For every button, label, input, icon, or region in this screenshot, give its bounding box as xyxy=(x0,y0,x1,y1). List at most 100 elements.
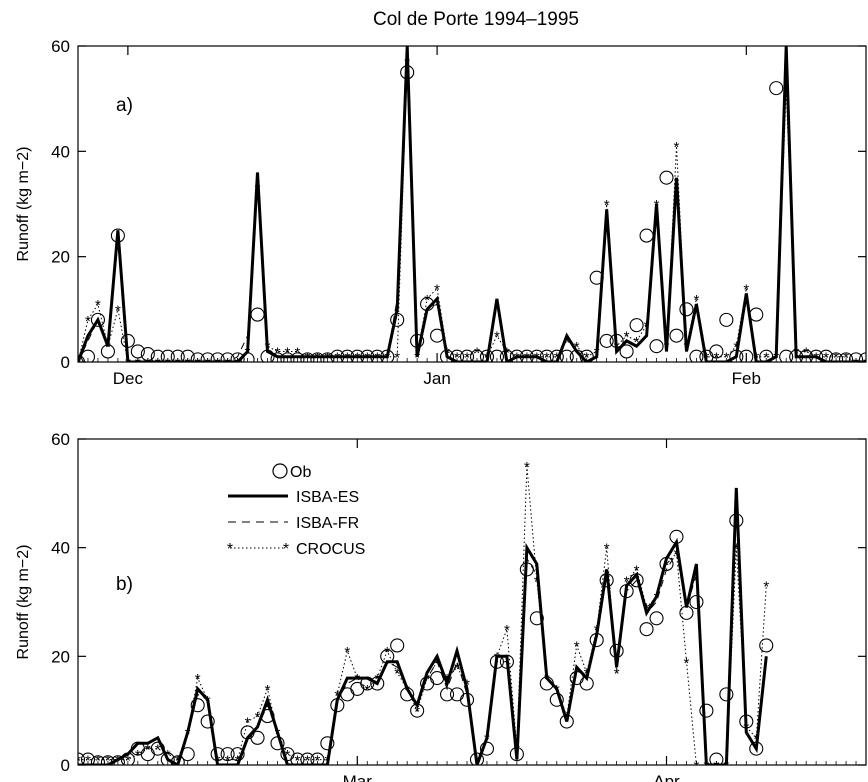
star-crocus-a-29: * xyxy=(364,350,370,367)
point-ob-a-20 xyxy=(270,352,285,362)
star-crocus-a-48: * xyxy=(554,350,560,367)
series-crocus-a: ****** * * * * * * * * * * **** * * * * * * * * * * * * ****** * *… xyxy=(78,55,868,372)
star-crocus-a-77: * xyxy=(843,350,849,367)
star-crocus-b-3: * xyxy=(105,753,111,770)
point-ob-a-60 xyxy=(669,328,684,343)
y-tick-label-a-2: 40 xyxy=(51,142,70,161)
point-ob-a-18 xyxy=(250,307,265,322)
point-ob-a-14 xyxy=(210,352,225,362)
legend-star-right: * xyxy=(283,541,289,558)
x-tick-label-a-2: Feb xyxy=(732,369,761,388)
point-ob-a-8 xyxy=(150,349,165,362)
star-crocus-a-62: * xyxy=(694,292,700,309)
point-ob-b-57 xyxy=(639,622,654,637)
star-crocus-b-18: * xyxy=(255,709,261,726)
line-isba-es-b xyxy=(78,487,768,765)
y-tick-label-a-3: 60 xyxy=(51,37,70,56)
star-crocus-a-79: * xyxy=(863,355,868,372)
star-crocus-b-69: * xyxy=(763,579,769,596)
star-crocus-a-56: * xyxy=(634,334,640,351)
panel-a-label: a) xyxy=(116,95,133,116)
point-ob-a-15 xyxy=(220,352,235,362)
panel-a-ylabel: Runoff (kg m−2) xyxy=(15,147,32,262)
star-crocus-a-2: * xyxy=(95,297,101,314)
star-crocus-b-11: * xyxy=(185,725,191,742)
point-ob-a-39 xyxy=(459,349,475,362)
point-ob-a-77 xyxy=(839,352,854,362)
star-crocus-b-42: * xyxy=(494,649,500,666)
point-ob-b-16 xyxy=(230,747,245,762)
star-crocus-b-39: * xyxy=(464,677,470,694)
star-crocus-b-25: * xyxy=(324,753,330,770)
point-ob-a-57 xyxy=(639,228,654,243)
point-ob-a-71 xyxy=(779,349,794,362)
star-crocus-a-36: * xyxy=(434,281,440,298)
star-crocus-b-9: * xyxy=(165,747,171,764)
line-crocus-b xyxy=(78,466,767,765)
point-ob-a-59 xyxy=(659,170,674,185)
star-crocus-a-47: * xyxy=(544,350,550,367)
star-crocus-b-23: * xyxy=(304,753,310,770)
star-crocus-b-15: * xyxy=(225,753,231,770)
point-ob-b-69 xyxy=(759,638,774,653)
star-crocus-a-9: * xyxy=(165,355,171,372)
star-crocus-b-38: * xyxy=(454,660,460,677)
point-ob-b-24 xyxy=(310,752,325,765)
star-crocus-b-41: * xyxy=(484,731,490,748)
point-ob-b-62 xyxy=(689,594,704,610)
line-isba-fr-b xyxy=(78,498,767,765)
point-ob-b-58 xyxy=(649,611,664,626)
line-crocus-a xyxy=(78,61,866,362)
star-crocus-a-21: * xyxy=(285,344,291,361)
point-ob-a-56 xyxy=(629,318,644,333)
panel-b-ylabel: Runoff (kg m−2) xyxy=(15,545,32,660)
point-ob-b-0 xyxy=(78,752,86,765)
star-crocus-b-67: * xyxy=(743,720,749,737)
star-crocus-b-47: * xyxy=(544,671,550,688)
star-crocus-b-64: * xyxy=(713,758,719,775)
legend-star-left: * xyxy=(227,541,233,558)
panel-a-frame xyxy=(77,45,867,363)
star-crocus-b-40: * xyxy=(474,753,480,770)
star-crocus-b-0: * xyxy=(75,753,81,770)
star-crocus-a-52: * xyxy=(594,344,600,361)
point-ob-b-61 xyxy=(679,605,694,620)
star-crocus-b-66: * xyxy=(733,541,739,558)
x-tick-label-b-1: Apr xyxy=(653,772,680,782)
star-crocus-a-59: * xyxy=(664,339,670,356)
point-ob-a-64 xyxy=(709,344,724,359)
point-ob-a-43 xyxy=(499,349,514,362)
point-ob-b-15 xyxy=(220,747,235,762)
star-crocus-b-13: * xyxy=(205,693,211,710)
star-crocus-a-78: * xyxy=(853,355,859,372)
star-crocus-a-41: * xyxy=(484,350,490,367)
point-ob-a-25 xyxy=(320,352,335,362)
star-crocus-a-26: * xyxy=(334,350,340,367)
star-crocus-b-17: * xyxy=(245,715,251,732)
star-crocus-a-1: * xyxy=(85,313,91,330)
y-tick-label-b-0: 0 xyxy=(61,756,70,775)
star-crocus-b-31: * xyxy=(384,644,390,661)
y-tick-label-b-2: 40 xyxy=(51,539,70,558)
star-crocus-b-10: * xyxy=(175,753,181,770)
star-crocus-b-21: * xyxy=(285,747,291,764)
star-crocus-a-60: * xyxy=(674,139,680,156)
x-tick-label-a-1: Jan xyxy=(423,369,450,388)
series-ob-a xyxy=(78,65,866,362)
panel-b-frame xyxy=(77,438,867,766)
panel-a-series: ****** * * * * * * * * * * **** * * * * * * * * * * * * ****** * *… xyxy=(78,46,868,372)
star-crocus-a-66: * xyxy=(733,339,739,356)
point-ob-a-76 xyxy=(829,352,844,362)
star-crocus-a-44: * xyxy=(514,350,520,367)
star-crocus-b-43: * xyxy=(504,622,510,639)
star-crocus-b-36: * xyxy=(434,655,440,672)
star-crocus-a-33: * xyxy=(404,55,410,72)
legend-entry-ob: Ob xyxy=(272,463,311,481)
star-crocus-a-23: * xyxy=(304,350,310,367)
star-crocus-a-35: * xyxy=(424,292,430,309)
star-crocus-a-5: * xyxy=(125,355,131,372)
star-crocus-b-1: * xyxy=(85,753,91,770)
star-crocus-a-27: * xyxy=(344,350,350,367)
point-ob-a-42 xyxy=(489,349,504,362)
